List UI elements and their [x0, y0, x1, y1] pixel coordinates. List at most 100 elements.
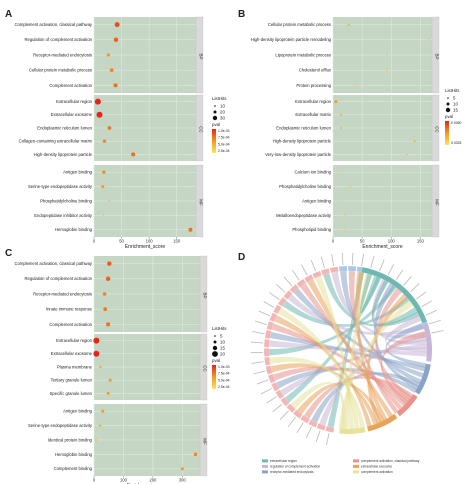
- dot-plot-b: BP Cellular protein metabolic process High…: [251, 16, 461, 250]
- category-label: Extracellular exosome: [51, 112, 93, 117]
- color-legend-title: pval: [212, 358, 220, 363]
- category-label: Complement binding: [54, 466, 93, 471]
- x-tick-label: 300: [179, 478, 187, 483]
- data-point: [95, 439, 97, 441]
- gene-label-mark: [301, 264, 308, 276]
- gene-arc: [265, 365, 273, 375]
- chord-ribbon: [367, 293, 408, 424]
- category-label: Extracellular matrix: [295, 112, 332, 117]
- data-point: [406, 153, 408, 156]
- panel-label-a: A: [5, 9, 12, 20]
- gene-arc: [300, 414, 310, 424]
- x-tick-label: 100: [388, 239, 396, 244]
- gene-arc: [277, 296, 287, 307]
- gene-arc: [316, 423, 326, 431]
- color-legend-bar: [212, 129, 216, 153]
- category-label: Innate immune response: [46, 307, 93, 312]
- data-point: [385, 69, 388, 71]
- size-legend-label: 5: [453, 96, 456, 101]
- facet-strip-label: MF: [435, 199, 440, 206]
- legend-swatch: [262, 470, 268, 474]
- category-label: Regulation of complement activation: [24, 276, 92, 281]
- gene-label-mark: [253, 370, 266, 375]
- category-label: Plasma membrane: [57, 364, 93, 369]
- x-axis-title: Enrichment_score: [125, 244, 166, 250]
- gene-label-mark: [403, 276, 412, 286]
- size-legend-dot: [212, 351, 218, 357]
- legend-swatch: [353, 470, 359, 474]
- gene-arc: [338, 265, 348, 272]
- data-point: [107, 261, 112, 266]
- term-arc: [361, 267, 427, 323]
- size-legend-dot: [214, 335, 216, 337]
- size-legend-dot: [213, 340, 217, 344]
- data-point: [343, 229, 346, 231]
- facet-strip-label: CC: [199, 126, 204, 133]
- gene-arc: [329, 266, 339, 273]
- data-point: [109, 68, 114, 72]
- gene-label-mark: [266, 396, 277, 404]
- color-legend-label: 1.0e-03: [218, 365, 230, 369]
- chord-labels: [250, 252, 444, 445]
- gene-label-mark: [252, 331, 265, 335]
- data-point: [101, 409, 105, 413]
- size-legend-label: 10: [453, 102, 458, 107]
- chord-ribbon: [315, 275, 355, 430]
- gene-arc: [280, 396, 290, 407]
- gene-label-mark: [387, 264, 395, 275]
- data-point: [106, 53, 110, 57]
- data-point: [114, 22, 120, 28]
- data-point: [107, 126, 112, 130]
- data-point: [93, 337, 100, 344]
- gene-arc: [292, 409, 303, 419]
- data-point: [94, 98, 101, 105]
- size-legend-label: 30: [220, 116, 225, 121]
- category-label: Phosphatidylcholine binding: [40, 198, 93, 203]
- x-tick-label: 0: [332, 239, 335, 244]
- facet-strip-label: MF: [203, 438, 208, 445]
- x-tick-label: 50: [119, 239, 124, 244]
- gene-label-mark: [425, 309, 437, 316]
- category-label: Regulation of complement activation: [24, 37, 92, 42]
- gene-label-mark: [283, 276, 293, 287]
- category-label: Antigen binding: [63, 170, 93, 175]
- category-label: Collagen-containing extracellular matrix: [19, 139, 93, 144]
- x-axis-title: Enrichment_score: [362, 244, 403, 250]
- category-label: Protein processing: [296, 83, 331, 88]
- dot-plot-a: BP Complement activation, classical pathw…: [14, 16, 230, 250]
- color-legend-title: pval: [445, 114, 453, 119]
- category-label: Metalloendopeptidase activity: [276, 213, 332, 218]
- color-legend-title: pval: [212, 122, 220, 127]
- size-legend-label: 10: [220, 340, 225, 345]
- data-point: [386, 54, 388, 56]
- gene-arc: [263, 338, 270, 348]
- gene-arc: [283, 290, 293, 300]
- gene-label-mark: [256, 379, 269, 385]
- data-point: [108, 378, 112, 382]
- color-legend-label: 1.0e-03: [218, 129, 230, 133]
- data-point: [101, 185, 105, 189]
- gene-arc: [320, 268, 331, 276]
- category-label: Extracellular region: [56, 99, 93, 104]
- gene-arc: [264, 356, 271, 366]
- chord-arcs: [263, 265, 433, 435]
- gene-label-mark: [258, 310, 271, 317]
- legend-swatch: [353, 464, 359, 468]
- gene-label-mark: [421, 300, 433, 308]
- gene-arc: [263, 348, 270, 357]
- data-point: [108, 200, 111, 202]
- color-legend-label: 7.5e-04: [218, 136, 230, 140]
- gene-label-mark: [429, 319, 441, 325]
- x-tick-label: 150: [173, 239, 181, 244]
- gene-label-mark: [370, 256, 375, 269]
- category-label: Cellular protein metabolic process: [268, 22, 331, 27]
- category-label: Complement activation: [49, 83, 92, 88]
- category-label: Extracellular exosome: [51, 351, 93, 356]
- category-label: Antigen binding: [63, 409, 93, 414]
- data-point: [131, 152, 136, 157]
- data-point: [102, 214, 105, 217]
- legend-swatch: [262, 464, 268, 468]
- gene-arc: [271, 381, 280, 392]
- facet-strip-label: BP: [203, 292, 208, 298]
- gene-label-mark: [287, 416, 296, 427]
